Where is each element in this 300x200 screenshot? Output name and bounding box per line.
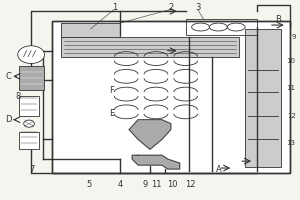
- Circle shape: [18, 46, 44, 64]
- Bar: [52, 21, 290, 173]
- Text: 12: 12: [287, 113, 296, 119]
- Text: 9: 9: [291, 34, 296, 40]
- Text: 4: 4: [118, 180, 123, 189]
- Bar: [61, 37, 239, 57]
- Bar: [245, 29, 281, 167]
- Text: E: E: [109, 109, 114, 118]
- Text: 2: 2: [168, 3, 173, 12]
- Text: 10: 10: [167, 180, 178, 189]
- Text: 11: 11: [151, 180, 161, 189]
- Text: 10: 10: [286, 58, 296, 64]
- Text: 11: 11: [286, 85, 296, 91]
- Text: 9: 9: [143, 180, 148, 189]
- Bar: [52, 21, 290, 173]
- Text: A: A: [215, 165, 221, 174]
- Text: B: B: [275, 15, 281, 24]
- Bar: [19, 96, 38, 116]
- Text: C: C: [6, 72, 12, 81]
- Text: 1: 1: [112, 3, 117, 12]
- Polygon shape: [132, 155, 180, 169]
- Text: 8: 8: [15, 92, 20, 101]
- Bar: [61, 23, 120, 37]
- Bar: [19, 132, 38, 149]
- Text: 5: 5: [86, 180, 92, 189]
- Text: 12: 12: [185, 180, 195, 189]
- Bar: [19, 66, 44, 90]
- Text: 7: 7: [29, 165, 35, 174]
- Text: 3: 3: [195, 3, 200, 12]
- Text: D: D: [6, 115, 12, 124]
- Text: 13: 13: [286, 140, 296, 146]
- Circle shape: [24, 120, 34, 127]
- Polygon shape: [129, 120, 171, 149]
- Bar: [186, 19, 257, 35]
- Text: F: F: [109, 86, 114, 95]
